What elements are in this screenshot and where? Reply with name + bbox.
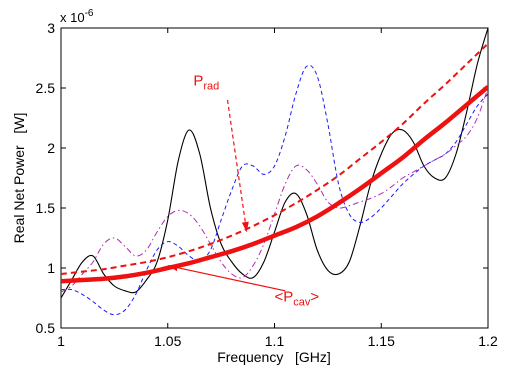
- annotation-arrow-head: [241, 221, 249, 232]
- annotation-arrow-line: [226, 99, 248, 233]
- annotation-label: <Pcav>: [275, 289, 320, 309]
- y-tick-label: 3: [47, 20, 55, 36]
- x-tick-label: 1: [57, 333, 65, 349]
- annotation-layer: Prad <Pcav>: [167, 73, 320, 309]
- x-tick-label: 1.2: [478, 333, 498, 349]
- y-axis-ticks: 0.5 1 1.5 2 2.5 3: [36, 20, 488, 336]
- plot-area: [60, 27, 489, 329]
- y-tick-label: 1.5: [36, 200, 56, 216]
- series-line-thick-red: [61, 85, 488, 284]
- y-axis-label: Real Net Power [W]: [11, 113, 27, 244]
- x-axis-ticks: 1 1.05 1.1 1.15 1.2: [57, 28, 498, 349]
- series-layer: [61, 28, 488, 316]
- y-multiplier: x 10-6: [60, 8, 94, 25]
- y-tick-label: 1: [47, 260, 55, 276]
- y-multiplier-exponent: -6: [85, 8, 94, 19]
- y-tick-label: 0.5: [36, 320, 56, 336]
- x-tick-label: 1.15: [368, 333, 395, 349]
- series-line-dashed-red: [61, 42, 488, 275]
- annotation-label: Prad: [193, 73, 219, 93]
- x-tick-label: 1.1: [265, 333, 285, 349]
- annotation-arrow-head: [167, 264, 179, 272]
- series-line-dashdot-magenta: [61, 87, 488, 293]
- y-multiplier-base: x 10: [60, 10, 85, 25]
- y-tick-label: 2.5: [36, 80, 56, 96]
- annotation-arrow-line: [167, 265, 286, 292]
- x-axis-label: Frequency [GHz]: [217, 349, 331, 365]
- series-line-dashed-blue: [61, 64, 488, 316]
- y-tick-label: 2: [47, 140, 55, 156]
- x-tick-label: 1.05: [154, 333, 181, 349]
